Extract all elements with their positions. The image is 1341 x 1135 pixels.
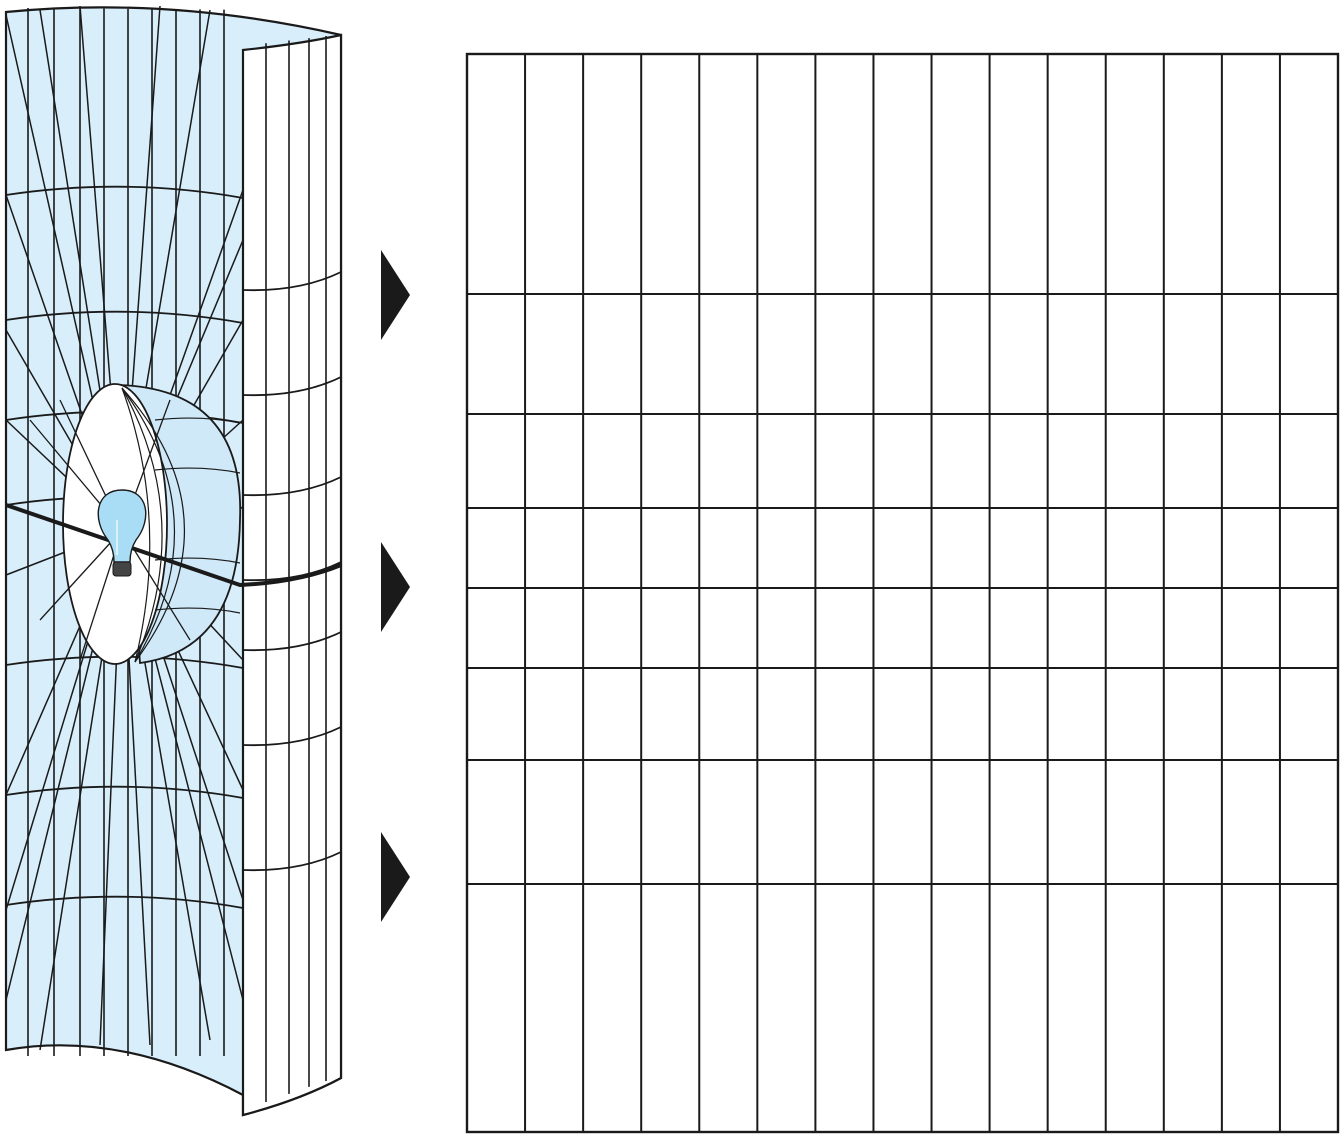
- map-border: [465, 52, 1340, 1134]
- cylinder-parallel: [242, 851, 342, 872]
- globe-parallel: [154, 467, 241, 474]
- globe-parallel: [154, 417, 241, 424]
- cylinder-parallel: [5, 310, 244, 324]
- arrow-right-icon: [381, 832, 410, 922]
- cylinder-parallel: [242, 271, 342, 292]
- globe-meridian: [121, 387, 151, 663]
- cylinder-parallel: [242, 726, 342, 747]
- equator-line: [5, 503, 342, 588]
- cylinder-parallel: [242, 376, 342, 397]
- equator-line: [5, 503, 342, 588]
- globe-meridian: [121, 387, 163, 663]
- cylinder-parallel: [242, 631, 342, 652]
- arrow-right-icon: [381, 250, 410, 340]
- globe-parallel: [154, 607, 241, 614]
- arrows: [381, 250, 410, 922]
- light-ray: [39, 529, 123, 621]
- globe-meridian: [121, 387, 186, 663]
- cylinder-parallel: [5, 185, 244, 199]
- arrow-right-icon: [381, 542, 410, 632]
- globe-meridian: [121, 387, 176, 663]
- light-bulb-icon: [97, 489, 147, 577]
- cylinder-front-strip: [241, 33, 343, 1117]
- bulb-base: [112, 561, 132, 577]
- cylinder-parallel: [242, 476, 342, 497]
- cylinder-parallel: [5, 895, 244, 909]
- cylinder-parallel: [5, 785, 244, 799]
- unrolled-map-grid: [465, 52, 1340, 1134]
